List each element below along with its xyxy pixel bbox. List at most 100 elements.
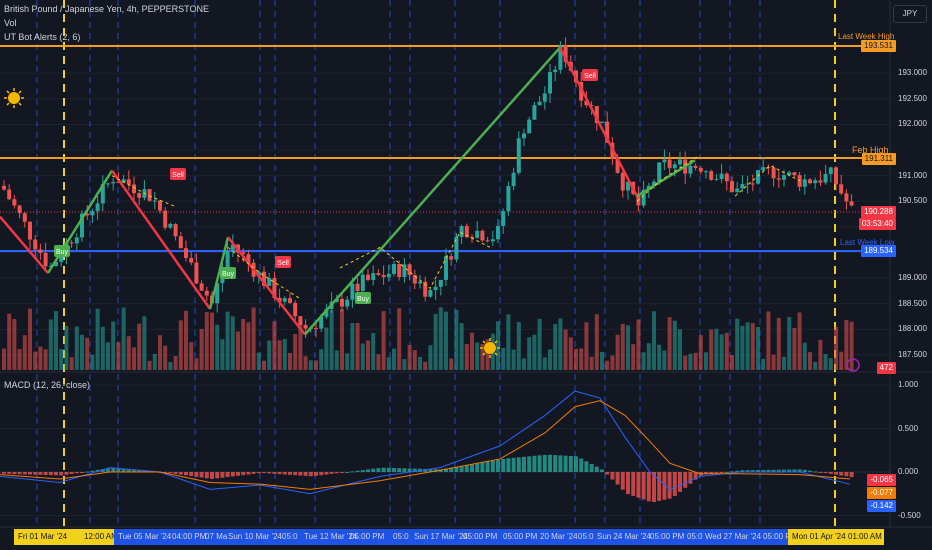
zigzag-segment <box>304 46 561 336</box>
candle-body <box>475 230 480 238</box>
candle-body <box>199 283 204 291</box>
time-tick-label: 05:00 PM <box>763 532 798 541</box>
volume-bar <box>2 348 6 370</box>
volume-bar <box>210 312 214 370</box>
candle-body <box>813 180 818 184</box>
price-tick-label: 189.000 <box>898 273 927 283</box>
candle-body <box>303 324 308 329</box>
macd-histogram-bar <box>501 458 506 472</box>
macd-histogram-bar <box>672 472 677 496</box>
macd-histogram-bar <box>449 467 454 472</box>
volume-bar <box>501 347 506 370</box>
price-tick-label: 192.000 <box>898 119 927 129</box>
price-tick-label: 191.000 <box>898 170 927 180</box>
candle-body <box>28 221 32 240</box>
time-tick-label: 05:0 <box>393 532 409 541</box>
macd-histogram-bar <box>828 472 833 474</box>
volume-bar <box>766 311 771 370</box>
volume-bar <box>802 342 807 370</box>
candle-body <box>376 273 381 275</box>
macd-histogram-bar <box>173 472 178 474</box>
volume-bar <box>428 345 433 370</box>
candle-body <box>116 181 121 183</box>
volume-bar <box>220 339 225 370</box>
macd-histogram-bar <box>116 468 121 472</box>
sun-icon <box>8 92 20 104</box>
candle-body <box>667 159 672 169</box>
volume-bar <box>38 346 43 370</box>
volume-bar <box>646 343 651 370</box>
volume-bar <box>17 349 22 370</box>
macd-histogram-bar <box>797 469 802 472</box>
macd-histogram-bar <box>288 472 292 475</box>
volume-bar <box>251 307 256 370</box>
macd-histogram-bar <box>298 472 303 476</box>
volume-bar <box>464 344 469 370</box>
price-tick-label: 193.000 <box>898 68 927 78</box>
zigzag-segment <box>110 169 212 310</box>
macd-histogram-bar <box>641 472 646 500</box>
macd-histogram-bar <box>730 471 734 473</box>
macd-histogram-bar <box>574 456 578 472</box>
candle-body <box>771 167 776 179</box>
volume-bar <box>667 317 672 370</box>
macd-histogram-bar <box>246 472 251 475</box>
candle-body <box>782 175 786 180</box>
volume-bar <box>272 321 277 370</box>
candle-body <box>428 290 433 297</box>
macd-histogram-bar <box>345 471 350 473</box>
volume-bar <box>605 360 610 370</box>
macd-histogram-bar <box>459 465 464 472</box>
time-tick-label: 05:00 PM <box>463 532 498 541</box>
macd-histogram-bar <box>766 469 771 472</box>
volume-bar <box>496 321 500 370</box>
macd-histogram-bar <box>230 472 235 477</box>
candle-body <box>69 242 74 244</box>
macd-histogram-bar <box>714 472 719 474</box>
ut-bot-indicator-label[interactable]: UT Bot Alerts (2, 6) <box>4 32 81 42</box>
volume-bar <box>636 319 641 370</box>
candle-body <box>381 274 386 278</box>
minor-swing-line <box>111 175 176 207</box>
last-week-low-price-tag: 189.534 <box>861 245 896 257</box>
macd-histogram-bar <box>69 472 74 474</box>
macd-histogram-bar <box>392 467 396 472</box>
macd-histogram-bar <box>652 472 656 503</box>
zigzag-segment <box>227 236 306 336</box>
volume-bar <box>662 350 667 370</box>
volume-bar <box>7 313 12 370</box>
candle-body <box>792 172 797 176</box>
macd-histogram-bar <box>137 470 142 472</box>
sun-icon-ray <box>18 90 22 94</box>
candle-body <box>33 239 38 250</box>
candle-body <box>709 171 714 180</box>
candle-body <box>22 213 27 222</box>
volume-bar <box>355 323 360 370</box>
candle-body <box>740 184 745 189</box>
volume-bar <box>308 360 313 370</box>
macd-histogram-bar <box>615 472 620 485</box>
candle-body <box>371 273 376 280</box>
candle-body <box>480 230 485 241</box>
currency-button[interactable]: JPY <box>893 5 927 23</box>
macd-histogram-bar <box>527 456 532 472</box>
volume-bar <box>568 337 573 370</box>
time-tick-label: 20 Mar '24 <box>540 532 578 541</box>
time-tick-label: 05:00 PM <box>350 532 385 541</box>
candle-body <box>745 183 750 185</box>
volume-bar <box>672 320 677 370</box>
volume-bar <box>631 344 636 370</box>
volume-bar <box>189 342 194 370</box>
macd-indicator-label[interactable]: MACD (12, 26, close) <box>4 380 91 390</box>
zigzag-segment <box>0 215 49 274</box>
macd-histogram-bar <box>7 472 12 474</box>
candle-body <box>178 236 183 249</box>
volume-indicator-label[interactable]: Vol <box>4 18 17 28</box>
macd-histogram-bar <box>636 472 641 498</box>
macd-histogram-bar <box>204 472 209 479</box>
candle-body <box>501 211 506 226</box>
candle-body <box>74 237 79 244</box>
volume-bar <box>95 308 100 370</box>
sun-icon-ray <box>494 340 498 344</box>
